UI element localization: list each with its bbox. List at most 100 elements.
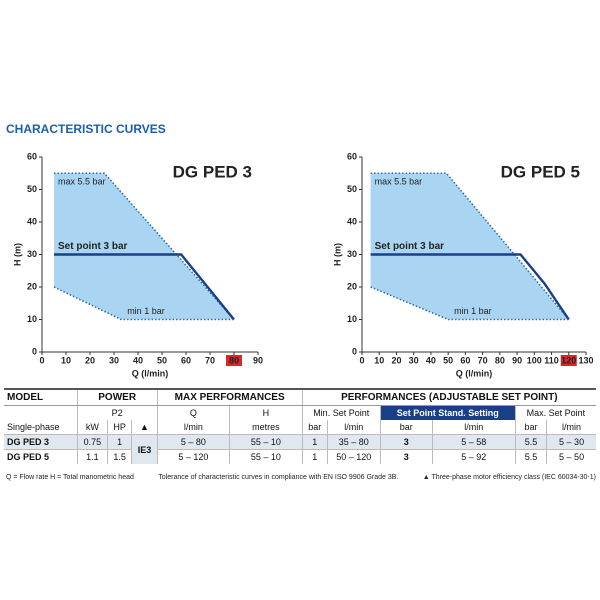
table-cell: 1 [107, 434, 132, 450]
table-cell: 5 – 92 [431, 449, 516, 464]
y-tick-label: 30 [347, 249, 357, 259]
series-label: min 1 bar [127, 306, 165, 316]
sub-header: H [229, 405, 303, 420]
x-tick-label: 60 [460, 355, 470, 365]
group-header: PERFORMANCES (ADJUSTABLE SET POINT) [301, 388, 596, 406]
group-header: POWER [76, 388, 158, 406]
y-tick-label: 40 [347, 216, 357, 226]
unit-header: Single-phase [7, 422, 60, 432]
x-axis-label: Q (l/min) [456, 368, 493, 378]
y-tick-label: 50 [347, 184, 357, 194]
unit-header: bar [514, 420, 547, 435]
note: ▲ Three-phase motor efficiency class (IE… [422, 474, 596, 481]
x-axis-label: Q (l/min) [132, 368, 169, 378]
series-line [370, 286, 569, 321]
x-tick-label: 90 [253, 355, 263, 365]
x-tick-label: 80 [495, 355, 505, 365]
table-row: MODEL POWER MAX PERFORMANCES PERFORMANCES (… [4, 388, 596, 406]
sub-header: Min. Set Point [301, 405, 381, 420]
x-tick-label: 30 [409, 355, 419, 365]
spec-table: MODEL POWER MAX PERFORMANCES PERFORMANCES (… [4, 388, 596, 464]
sub-header: Max. Set Point [514, 405, 596, 420]
y-tick-label: 50 [27, 184, 37, 194]
x-tick-highlight [226, 355, 242, 366]
table-cell: 55 – 10 [229, 449, 303, 464]
table-cell: DG PED 5 [4, 449, 78, 464]
series-label: max 5.5 bar [58, 177, 106, 187]
x-tick-label: 70 [205, 355, 215, 365]
chart-title: DG PED 3 [173, 162, 252, 181]
table-cell: 1 [301, 434, 328, 450]
section-heading: CHARACTERISTIC CURVES [6, 122, 166, 136]
series-line [54, 172, 235, 321]
series-line [53, 286, 234, 321]
y-tick-label: 60 [347, 151, 357, 161]
x-tick-label: 50 [443, 355, 453, 365]
unit-header: kW [76, 420, 108, 435]
x-tick-label: 50 [157, 355, 167, 365]
sub-header: Q [156, 405, 230, 420]
table-row: P2 Q H Min. Set Point Set Point Stand. Setti… [4, 405, 596, 421]
series-label: max 5.5 bar [375, 177, 423, 187]
y-tick-label: 10 [347, 314, 357, 324]
x-tick-label: 110 [544, 355, 559, 365]
series-line [370, 172, 570, 321]
table-cell: 5.5 [514, 449, 547, 464]
table-cell: 3 [379, 449, 433, 464]
table-cell: 5 – 30 [546, 434, 596, 450]
efficiency-class: IE3 [131, 434, 158, 464]
x-tick-label: 40 [426, 355, 436, 365]
series-label: min 1 bar [454, 306, 492, 316]
table-cell: 1.5 [107, 449, 132, 464]
y-axis-label: H (m) [12, 243, 22, 266]
x-tick-label: 100 [527, 355, 542, 365]
y-tick-label: 60 [27, 151, 37, 161]
unit-header: bar [379, 420, 433, 435]
x-tick-label: 80 [229, 355, 239, 365]
series-label: Set point 3 bar [375, 241, 445, 252]
sub-header: Set Point Stand. Setting [379, 405, 516, 420]
table-cell: 1.1 [76, 449, 108, 464]
unit-header: l/min [546, 420, 596, 435]
x-tick-label: 90 [512, 355, 522, 365]
series-line [370, 253, 570, 321]
table-row: Single-phase kW HP ▲ l/min metres bar l/min bar l… [4, 420, 596, 435]
x-tick-label: 20 [85, 355, 95, 365]
note: Q = Flow rate H = Total manometric head [6, 474, 134, 481]
table-cell: 5 – 120 [156, 449, 230, 464]
unit-header: ▲ [131, 420, 158, 435]
y-tick-label: 20 [347, 281, 357, 291]
x-tick-label: 20 [391, 355, 401, 365]
y-axis-label: H (m) [332, 243, 342, 266]
table-cell: 5 – 58 [431, 434, 516, 450]
x-tick-label: 10 [61, 355, 71, 365]
x-tick-label: 10 [374, 355, 384, 365]
table-cell: 3 [379, 434, 433, 450]
sub-header: P2 [76, 405, 158, 420]
y-tick-label: 40 [27, 216, 37, 226]
unit-header: HP [107, 420, 132, 435]
x-tick-label: 0 [39, 355, 44, 365]
notes: Q = Flow rate H = Total manometric head T… [6, 474, 596, 481]
y-tick-label: 0 [352, 346, 357, 356]
unit-header: l/min [156, 420, 230, 435]
table-row: DG PED 5 1.1 1.5 5 – 120 55 – 10 1 50 – 120 3 5 … [4, 449, 596, 464]
envelope-fill [54, 173, 234, 320]
x-tick-label: 40 [133, 355, 143, 365]
unit-header: metres [229, 420, 303, 435]
table-cell: 5.5 [514, 434, 547, 450]
note: Tolerance of characteristic curves in co… [158, 474, 399, 481]
x-tick-label: 130 [578, 355, 593, 365]
series-line [54, 253, 235, 321]
series-label: Set point 3 bar [58, 241, 128, 252]
table-cell: 1 [301, 449, 328, 464]
table-cell: 55 – 10 [229, 434, 303, 450]
table-cell [4, 406, 77, 421]
y-tick-label: 30 [27, 249, 37, 259]
y-tick-label: 10 [27, 314, 37, 324]
y-tick-label: 0 [32, 346, 37, 356]
charts: 0 10 20 30 40 50 60 0 10 20 30 40 50 60 70 80 90 Q (l/min… [12, 151, 593, 378]
table-cell: DG PED 3 [4, 434, 78, 450]
unit-header: l/min [326, 420, 381, 435]
